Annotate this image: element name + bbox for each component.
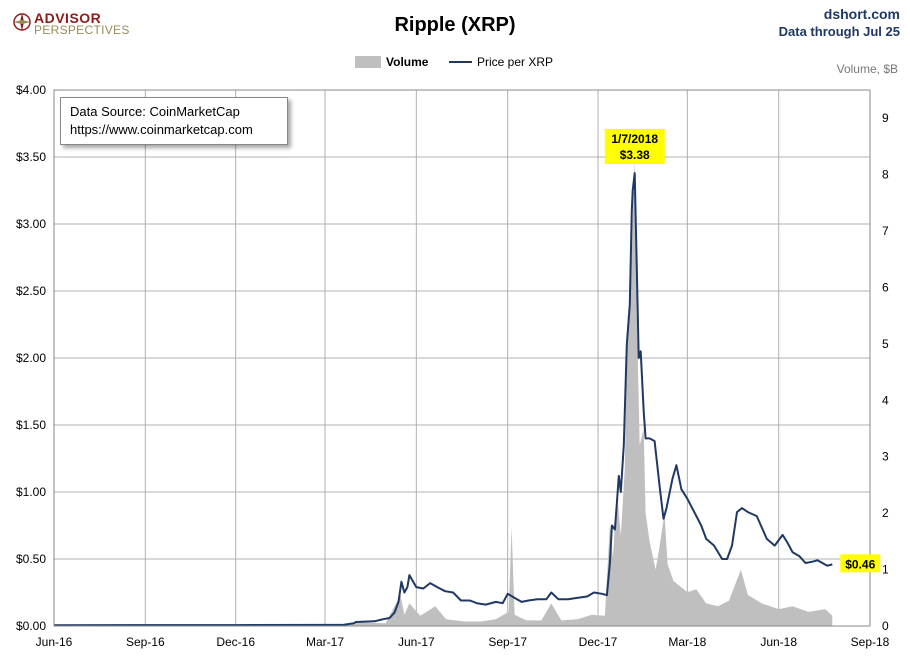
annotations: 1/7/2018 $3.38 $0.46: [604, 129, 881, 573]
y-right-tick-label: 8: [882, 168, 889, 182]
data-through-label: Data through Jul 25: [778, 24, 900, 39]
x-tick-label: Mar-18: [668, 635, 706, 649]
y-right-tick-label: 6: [882, 280, 889, 294]
logo-line2: PERSPECTIVES: [34, 23, 130, 37]
legend-volume-swatch: [355, 56, 381, 68]
price-series: [53, 172, 833, 627]
y-left-tick-label: $0.00: [16, 619, 46, 633]
gridlines: [53, 89, 871, 627]
axes: Jun-16 Sep-16 Dec-16 Mar-17 Jun-17 Sep-17 Dec-…: [16, 62, 898, 649]
y-left-tick-label: $3.50: [16, 150, 46, 164]
y-right-tick-label: 3: [882, 450, 889, 464]
data-source-box: Data Source: CoinMarketCap https://www.c…: [60, 97, 288, 145]
y-right-tick-label: 7: [882, 224, 889, 238]
peak-callout-bg: [604, 129, 665, 164]
plot-border: [53, 89, 871, 627]
y-left-tick-label: $1.00: [16, 485, 46, 499]
volume-series: [54, 157, 833, 626]
x-tick-label: Mar-17: [306, 635, 344, 649]
volume-area: [54, 157, 833, 626]
legend-price-label: Price per XRP: [477, 55, 553, 69]
y-left-tick-label: $4.00: [16, 83, 46, 97]
y-left-tick-label: $3.00: [16, 217, 46, 231]
y-left-tick-label: $0.50: [16, 552, 46, 566]
y-right-tick-label: 9: [882, 111, 889, 125]
data-source-label: Data Source: CoinMarketCap: [70, 104, 240, 119]
x-tick-label: Dec-17: [579, 635, 618, 649]
y-left-tick-label: $1.50: [16, 418, 46, 432]
x-tick-label: Jun-17: [398, 635, 435, 649]
y-right-tick-label: 5: [882, 337, 889, 351]
y-left-tick-label: $2.00: [16, 351, 46, 365]
logo-line1: ADVISOR: [34, 10, 102, 26]
x-tick-label: Dec-16: [216, 635, 255, 649]
compass-icon: [13, 13, 31, 31]
peak-price-label: $3.38: [620, 148, 650, 162]
x-tick-label: Jun-18: [760, 635, 797, 649]
y-right-tick-label: 2: [882, 506, 889, 520]
peak-date-label: 1/7/2018: [611, 132, 658, 146]
y-left-tick-label: $2.50: [16, 284, 46, 298]
last-price-label: $0.46: [845, 557, 875, 571]
data-source-url: https://www.coinmarketcap.com: [70, 122, 253, 137]
x-tick-label: Jun-16: [36, 635, 73, 649]
price-line: [53, 172, 833, 627]
y-right-tick-label: 0: [882, 619, 889, 633]
x-tick-label: Sep-17: [488, 635, 527, 649]
advisor-perspectives-logo: ADVISOR PERSPECTIVES: [12, 10, 142, 37]
legend-volume-label: Volume: [386, 55, 429, 69]
y-right-tick-label: 4: [882, 393, 889, 407]
site-name: dshort.com: [823, 6, 900, 22]
x-tick-label: Sep-16: [126, 635, 165, 649]
chart-title: Ripple (XRP): [394, 14, 516, 36]
last-price-bg: [840, 554, 881, 573]
x-tick-label: Sep-18: [851, 635, 890, 649]
legend: Volume Price per XRP: [355, 55, 553, 69]
y-right-tick-label: 1: [882, 563, 889, 577]
y-right-axis-label: Volume, $B: [837, 62, 898, 76]
